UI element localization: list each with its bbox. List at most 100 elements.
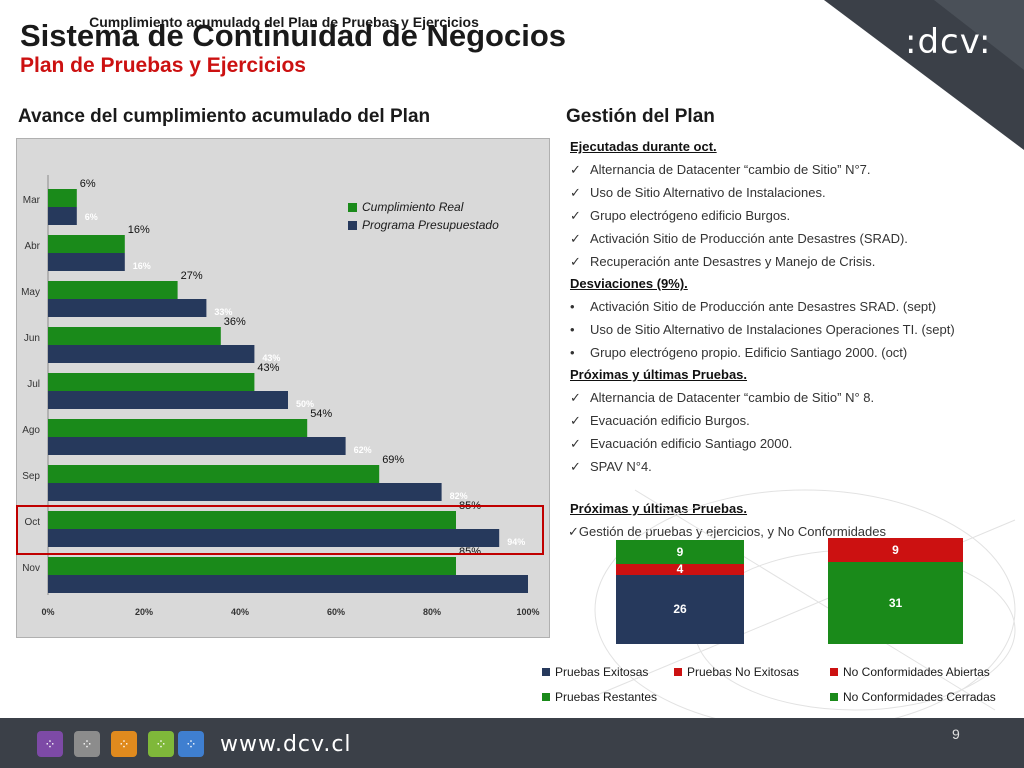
list-item-text: Evacuación edificio Santiago 2000. <box>590 436 793 451</box>
left-heading: Avance del cumplimiento acumulado del Pl… <box>18 106 431 127</box>
y-tick-label: Jul <box>27 379 40 390</box>
list-item-text: Activación Sitio de Producción ante Desa… <box>590 299 937 314</box>
deviations-heading: Desviaciones (9%). <box>570 276 688 291</box>
stacked-segment: 26 <box>616 574 744 644</box>
check-icon: ✓ <box>568 524 579 539</box>
data-label-real: 69% <box>382 454 404 466</box>
bar-budget <box>48 207 77 225</box>
bar-real <box>48 189 77 207</box>
data-label-budget: 6% <box>85 212 98 222</box>
legend-swatch <box>830 668 838 676</box>
segment-value: 31 <box>888 595 903 610</box>
legend2-item: Pruebas Restantes <box>542 690 657 704</box>
list-item: ✓ Recuperación ante Desastres y Manejo de… <box>570 250 955 273</box>
x-tick-label: 0% <box>41 607 54 617</box>
list-item: ✓ Evacuación edificio Burgos. <box>570 409 955 432</box>
bar-budget <box>48 437 346 455</box>
list-item-text: Evacuación edificio Burgos. <box>590 413 750 428</box>
legend-swatch <box>348 202 357 212</box>
data-label-budget: 94% <box>507 537 525 547</box>
tests-stacked-bar: 26 4 9 <box>616 540 744 644</box>
bar-budget <box>48 575 528 593</box>
list-item: • Activación Sitio de Producción ante Des… <box>570 295 955 318</box>
check-icon: ✓ <box>570 254 581 269</box>
footer-app-icon: ⁘ <box>178 731 204 757</box>
footer-url[interactable]: www.dcv.cl <box>220 732 352 757</box>
legend-label-budget: Programa Presupuestado <box>362 218 499 232</box>
list-item-text: Alternancia de Datacenter “cambio de Sit… <box>590 390 875 405</box>
data-label-real: 85% <box>459 546 481 558</box>
data-label-budget: 16% <box>133 261 151 271</box>
list-item: ✓ SPAV N°4. <box>570 455 955 478</box>
data-label-budget: 33% <box>214 307 232 317</box>
main-chart-svg: Mar 6% 6% Abr 16% 16% May 27% 33% Jun 36% 43% Jul 43%… <box>21 175 540 617</box>
stacked-segment: 31 <box>828 561 963 644</box>
executed-list: ✓ Alternancia de Datacenter “cambio de Si… <box>570 158 955 273</box>
stacked-segment: 9 <box>616 540 744 564</box>
footer-app-icon: ⁘ <box>111 731 137 757</box>
check-icon: ✓ <box>570 459 581 474</box>
list-item-text: Grupo electrógeno propio. Edificio Santi… <box>590 345 908 360</box>
legend2-label: No Conformidades Abiertas <box>843 665 990 679</box>
data-label-real: 6% <box>80 178 96 190</box>
segment-value: 9 <box>676 545 684 559</box>
deviations-list: • Activación Sitio de Producción ante Des… <box>570 295 955 364</box>
list-item: ✓ Uso de Sitio Alternativo de Instalacion… <box>570 181 955 204</box>
x-tick-label: 20% <box>135 607 153 617</box>
next-list: ✓ Alternancia de Datacenter “cambio de Si… <box>570 386 955 478</box>
check-icon: ✓ <box>570 231 581 246</box>
y-tick-label: Mar <box>23 195 41 206</box>
data-label-real: 27% <box>181 270 203 282</box>
data-label-budget: 43% <box>262 353 280 363</box>
footer-app-icon: ⁘ <box>74 731 100 757</box>
legend2-label: Pruebas Exitosas <box>555 665 649 679</box>
list-item-text: Alternancia de Datacenter “cambio de Sit… <box>590 162 871 177</box>
executed-heading: Ejecutadas durante oct. <box>570 139 717 154</box>
legend2-item: Pruebas No Exitosas <box>674 665 799 679</box>
bullet-icon: • <box>570 299 575 314</box>
legend2-item: No Conformidades Cerradas <box>830 690 996 704</box>
list-item: ✓ Alternancia de Datacenter “cambio de Si… <box>570 158 955 181</box>
plan-list: Ejecutadas durante oct. ✓ Alternancia de … <box>568 136 955 543</box>
list-item: ✓ Grupo electrógeno edificio Burgos. <box>570 204 955 227</box>
x-tick-label: 80% <box>423 607 441 617</box>
legend-swatch <box>830 693 838 701</box>
list-item-text: SPAV N°4. <box>590 459 652 474</box>
data-label-budget: 82% <box>450 491 468 501</box>
bar-budget <box>48 253 125 271</box>
list-item: ✓ Activación Sitio de Producción ante Des… <box>570 227 955 250</box>
x-tick-label: 60% <box>327 607 345 617</box>
bar-budget <box>48 391 288 409</box>
stacked-segment: 4 <box>616 562 744 576</box>
bar-budget <box>48 345 255 363</box>
x-tick-label: 40% <box>231 607 249 617</box>
legend-item-real: Cumplimiento Real <box>348 198 499 216</box>
x-tick-label: 100% <box>516 607 539 617</box>
data-label-real: 16% <box>128 224 150 236</box>
list-item-text: Uso de Sitio Alternativo de Instalacione… <box>590 185 826 200</box>
list-item: ✓ Gestión de pruebas y ejercicios, y No C… <box>568 520 955 543</box>
legend-swatch <box>348 220 357 230</box>
bullet-icon: • <box>570 345 575 360</box>
next-heading: Próximas y últimas Pruebas. <box>570 367 748 382</box>
segment-value: 9 <box>892 542 899 557</box>
oct-highlight-box <box>16 505 544 555</box>
legend2-item: No Conformidades Abiertas <box>830 665 990 679</box>
list-item: ✓ Evacuación edificio Santiago 2000. <box>570 432 955 455</box>
data-label-real: 43% <box>257 362 279 374</box>
y-tick-label: Sep <box>22 471 40 482</box>
list-item-text: Grupo electrógeno edificio Burgos. <box>590 208 791 223</box>
bar-real <box>48 465 380 483</box>
footer-app-icon: ⁘ <box>37 731 63 757</box>
segment-value: 26 <box>673 602 687 617</box>
bar-real <box>48 281 178 299</box>
legend-swatch <box>674 668 682 676</box>
legend2-label: No Conformidades Cerradas <box>843 690 996 704</box>
corner-decoration-inner <box>934 0 1024 70</box>
data-label-real: 54% <box>310 408 332 420</box>
y-tick-label: Abr <box>24 241 40 252</box>
chart-legend: Cumplimiento Real Programa Presupuestado <box>348 198 499 234</box>
check-icon: ✓ <box>570 185 581 200</box>
y-tick-label: Oct <box>24 517 40 528</box>
check-icon: ✓ <box>570 390 581 405</box>
